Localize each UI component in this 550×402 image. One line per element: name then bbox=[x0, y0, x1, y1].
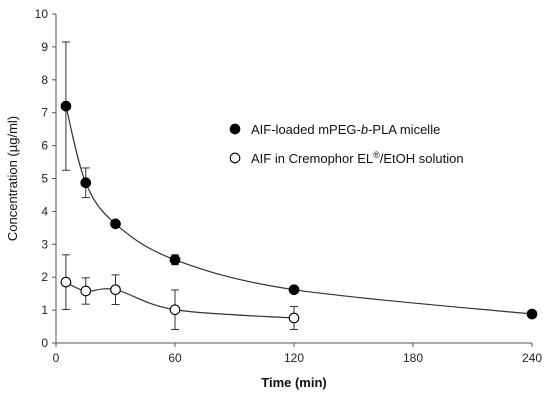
y-tick-label: 7 bbox=[41, 106, 48, 120]
y-tick-label: 0 bbox=[41, 336, 48, 350]
series-line bbox=[65, 281, 295, 319]
y-axis-title: Concentration (µg/ml) bbox=[5, 116, 20, 241]
legend-label-registered-mark: ® bbox=[373, 150, 380, 160]
y-tick-label: 10 bbox=[35, 7, 49, 21]
data-point-open bbox=[169, 304, 181, 316]
data-point-filled bbox=[169, 254, 181, 266]
legend-label-cremophor: AIF in Cremophor EL®/EtOH solution bbox=[251, 150, 464, 166]
tick-group: 0 1 2 3 4 5 6 7 8 9 10 0 60 120 180 240 bbox=[35, 7, 543, 365]
data-point-filled bbox=[80, 177, 92, 189]
data-point-filled bbox=[110, 218, 121, 230]
data-point-filled bbox=[60, 100, 72, 112]
data-point-filled bbox=[288, 284, 300, 296]
data-point-open bbox=[60, 276, 72, 288]
series-line bbox=[65, 105, 533, 315]
legend-label-part-italic: b bbox=[361, 122, 368, 137]
x-axis-title: Time (min) bbox=[261, 375, 327, 390]
legend-label-part: AIF in Cremophor EL bbox=[251, 151, 373, 166]
data-point-open bbox=[110, 284, 121, 296]
y-tick-label: 8 bbox=[41, 73, 48, 87]
y-tick-label: 6 bbox=[41, 139, 48, 153]
legend-label-part: AIF-loaded mPEG- bbox=[251, 122, 361, 137]
x-tick-label: 180 bbox=[403, 351, 423, 365]
legend-label-part: /EtOH solution bbox=[380, 151, 464, 166]
legend: AIF-loaded mPEG-b-PLA micelle AIF in Cre… bbox=[229, 122, 464, 166]
plot-area bbox=[60, 41, 538, 331]
y-tick-label: 3 bbox=[41, 237, 48, 251]
y-tick-label: 2 bbox=[41, 270, 48, 284]
x-tick-label: 120 bbox=[284, 351, 304, 365]
legend-label-part: -PLA micelle bbox=[368, 122, 440, 137]
x-tick-label: 60 bbox=[168, 351, 182, 365]
y-tick-label: 9 bbox=[41, 40, 48, 54]
y-tick-label: 5 bbox=[41, 172, 48, 186]
data-point-open bbox=[288, 312, 300, 324]
data-point-filled bbox=[526, 308, 538, 320]
y-tick-label: 1 bbox=[41, 303, 48, 317]
y-tick-label: 4 bbox=[41, 204, 48, 218]
data-point-open bbox=[80, 285, 92, 297]
x-tick-label: 0 bbox=[53, 351, 60, 365]
legend-label-micelle: AIF-loaded mPEG-b-PLA micelle bbox=[251, 122, 440, 137]
legend-marker-cremophor bbox=[229, 152, 241, 164]
legend-marker-micelle bbox=[229, 123, 241, 135]
x-tick-label: 240 bbox=[522, 351, 542, 365]
